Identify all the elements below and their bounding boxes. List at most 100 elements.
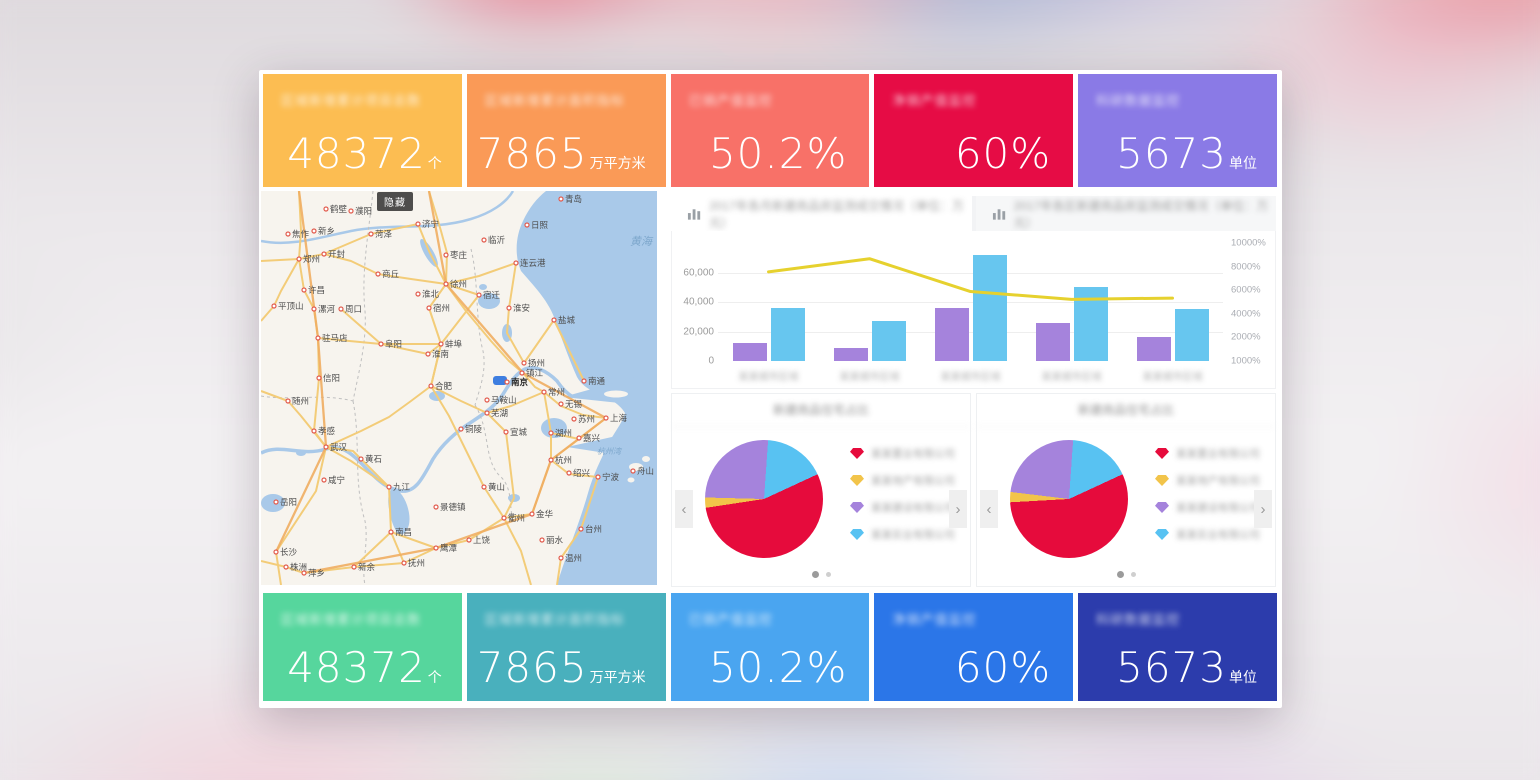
gem-icon [850,529,864,540]
stat-card: 区域新增累计项目总数 48372 个 [263,74,462,187]
y-axis-left-tick: 20,000 [683,326,714,337]
map-city-label: 嘉兴 [583,433,601,443]
y-axis-left-tick: 60,000 [683,267,714,278]
map-city-label: 金华 [536,509,554,519]
map-city-label: 开封 [328,249,346,259]
gem-icon [1155,529,1169,540]
map-city-label: 南通 [588,376,606,386]
stat-card-value: 60% [954,129,1052,178]
legend-item[interactable]: 某某地产有限公司 [1155,473,1260,488]
stat-card-unit: 个 [427,670,442,686]
legend-item[interactable]: 某某建设有限公司 [1155,500,1260,515]
legend-label: 某某实业有限公司 [871,529,955,541]
bar-series-blue[interactable] [871,321,906,361]
map-city-label: 抚州 [408,558,425,568]
map-city-label: 丽水 [546,535,564,545]
gridline [718,302,1223,303]
tab-label: 2017年各区新建商品房监测成交情况（单位：万元） [1013,198,1269,230]
tab-district-chart[interactable]: 2017年各区新建商品房监测成交情况（单位：万元） [975,196,1276,231]
map-city-label: 无锡 [565,399,583,409]
legend-item[interactable]: 某某置业有限公司 [1155,446,1260,461]
y-axis-right-tick: 2000% [1231,331,1261,343]
bar-chart-icon [992,208,1005,220]
carousel-prev-button[interactable]: ‹ [675,490,693,528]
gem-icon [1155,475,1169,486]
y-axis-right-tick: 1000% [1231,355,1261,367]
map-city-label: 濮阳 [355,206,372,216]
x-axis-label: 某某城市区域 [1041,372,1102,383]
stat-card-value: 5673 单位 [1116,643,1257,692]
gem-icon [1155,448,1169,459]
pie-legend: 某某置业有限公司 某某地产有限公司 某某建设有限公司 某某实业有限公司 [850,446,955,542]
china-region-map[interactable]: 隐藏 [261,191,657,585]
stat-card-value: 5673 单位 [1116,129,1257,178]
map-city-label: 漯河 [318,304,336,314]
map-city-label: 黄山 [488,482,505,492]
map-city-label: 焦作 [292,229,310,239]
pie-chart[interactable] [705,440,823,558]
tab-label: 2017年各月新建商品房监测成交情况（单位：万元） [709,198,964,230]
carousel-next-button[interactable]: › [949,490,967,528]
legend-item[interactable]: 某某实业有限公司 [1155,527,1260,542]
bar-series-blue[interactable] [770,307,805,361]
dashboard-panel: 区域新增累计项目总数 48372 个 区域新增累计面积指标 7865 万平方米 已销… [259,70,1282,708]
bar-series-purple[interactable] [1136,337,1171,361]
bar-line-chart[interactable]: 0 20,000 40,000 60,000 1000% 2000% 4000% 6000% 8… [672,231,1275,388]
charts-area: 2017年各月新建商品房监测成交情况（单位：万元） 2017年各区新建商品房监测… [661,191,1277,587]
bar-series-blue[interactable] [972,254,1007,361]
legend-item[interactable]: 某某建设有限公司 [850,500,955,515]
map-city-label: 鹤壁 [330,204,348,214]
map-city-label: 舟山 [637,466,654,476]
carousel-dot-active[interactable] [1116,571,1124,578]
map-city-label: 驻马店 [322,333,348,343]
map-city-label: 武汉 [330,442,348,452]
map-city-label: 镇江 [526,368,544,378]
carousel-prev-button[interactable]: ‹ [980,490,998,528]
stat-card-unit: 万平方米 [589,156,646,172]
carousel-next-button[interactable]: › [1254,490,1272,528]
map-city-label: 苏州 [578,414,595,424]
carousel-dot-active[interactable] [811,571,819,578]
bar-series-purple[interactable] [934,307,969,361]
pie-chart[interactable] [1010,440,1128,558]
stat-card-title: 区域新增累计项目总数 [281,93,422,108]
legend-item[interactable]: 某某置业有限公司 [850,446,955,461]
pie-chart-card: 新建商品住宅占比 某某置业有限公司 某某地产有限公司 某某建设有限公司 某某实业… [976,393,1276,587]
y-axis-right-tick: 10000% [1231,237,1266,249]
map-city-label: 日照 [531,220,549,230]
legend-label: 某某地产有限公司 [871,475,955,487]
carousel-dot[interactable] [1130,572,1136,577]
map-city-label: 阜阳 [385,339,402,349]
bar-series-purple[interactable] [732,343,767,361]
map-city-label: 衢州 [508,513,525,523]
map-city-label: 鹰潭 [440,543,458,553]
map-city-label: 芜湖 [491,408,508,418]
legend-label: 某某地产有限公司 [1176,475,1260,487]
legend-label: 某某置业有限公司 [871,448,955,460]
bar-series-blue[interactable] [1174,309,1209,361]
map-city-label: 九江 [393,482,411,492]
y-axis-right-tick: 6000% [1231,284,1261,296]
map-city-label: 宁波 [602,472,620,482]
bar-series-purple[interactable] [833,347,868,361]
gridline [718,272,1223,274]
map-city-label: 景德镇 [440,502,466,512]
carousel-dot[interactable] [825,572,831,577]
map-hide-button[interactable]: 隐藏 [377,192,413,211]
bar-series-purple[interactable] [1035,322,1070,361]
bar-series-blue[interactable] [1073,287,1108,361]
legend-item[interactable]: 某某实业有限公司 [850,527,955,542]
map-city-label: 周口 [345,304,362,314]
map-city-label: 盐城 [558,315,576,325]
gridline [718,331,1223,333]
stat-card-title: 净销产值监控 [892,93,977,108]
tab-monthly-chart[interactable]: 2017年各月新建商品房监测成交情况（单位：万元） [671,196,972,231]
map-city-label: 孝感 [318,426,336,436]
stat-card-title: 科研数据监控 [1096,612,1181,627]
legend-item[interactable]: 某某地产有限公司 [850,473,955,488]
map-city-label: 临沂 [488,235,506,245]
map-city-label: 铜陵 [465,424,483,434]
pie-chart-card: 新建商品住宅占比 某某置业有限公司 某某地产有限公司 某某建设有限公司 某某实业… [671,393,971,587]
map-city-label: 枣庄 [450,250,468,260]
